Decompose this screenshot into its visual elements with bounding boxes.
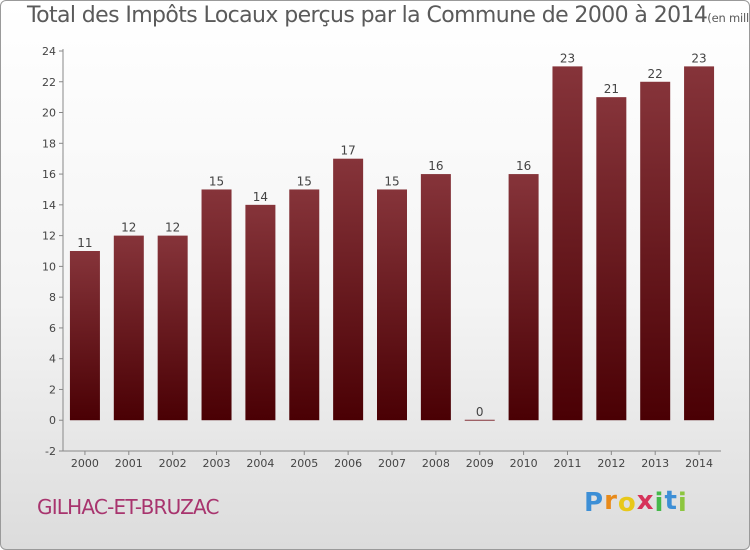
value-label: 12 xyxy=(121,221,136,235)
value-label: 15 xyxy=(384,174,399,188)
y-tick-label: 6 xyxy=(49,322,56,335)
chart-title: Total des Impôts Locaux perçus par la Co… xyxy=(27,3,749,28)
logo-letter: i xyxy=(654,488,665,518)
y-tick-label: 22 xyxy=(42,76,56,89)
y-tick-label: 20 xyxy=(42,107,56,120)
bar xyxy=(157,235,188,421)
logo-letter: i xyxy=(677,488,688,518)
y-tick-label: 0 xyxy=(49,414,56,427)
y-tick-label: 24 xyxy=(42,45,56,58)
x-tick-label: 2003 xyxy=(203,457,231,470)
value-label: 11 xyxy=(77,236,92,250)
x-tick-label: 2012 xyxy=(597,457,625,470)
value-label: 21 xyxy=(604,82,619,96)
y-tick-label: 18 xyxy=(42,137,56,150)
bar xyxy=(69,251,100,421)
x-tick-label: 2001 xyxy=(115,457,143,470)
value-label: 22 xyxy=(648,67,663,81)
bar xyxy=(684,66,715,421)
bar xyxy=(377,189,407,421)
x-tick-label: 2006 xyxy=(334,457,362,470)
value-label: 14 xyxy=(253,190,268,204)
bar xyxy=(552,66,583,421)
y-tick-label: 12 xyxy=(42,230,56,243)
x-tick-label: 2011 xyxy=(553,457,581,470)
y-tick-label: 16 xyxy=(42,168,56,181)
logo-letter: r xyxy=(604,486,618,516)
x-tick-label: 2000 xyxy=(71,457,99,470)
value-label: 12 xyxy=(165,221,180,235)
logo-letter: o xyxy=(617,488,637,518)
x-tick-label: 2002 xyxy=(159,457,187,470)
y-tick-label: 4 xyxy=(49,353,56,366)
chart-unit-text: (en milliers d'€) xyxy=(707,11,749,25)
value-label: 16 xyxy=(516,159,531,173)
bar xyxy=(640,81,671,421)
x-tick-label: 2005 xyxy=(290,457,318,470)
x-tick-label: 2014 xyxy=(685,457,713,470)
bar xyxy=(201,189,232,421)
value-label: 23 xyxy=(560,51,575,65)
logo-letter: P xyxy=(584,488,605,518)
value-label: 16 xyxy=(428,159,443,173)
bar xyxy=(245,204,276,421)
bar xyxy=(596,97,627,421)
logo-letter: t xyxy=(664,486,678,516)
x-tick-label: 2010 xyxy=(510,457,538,470)
bar xyxy=(289,189,320,421)
logo-letter: x xyxy=(636,486,655,516)
x-tick-label: 2004 xyxy=(246,457,274,470)
y-tick-label: 8 xyxy=(49,291,56,304)
value-label: 0 xyxy=(476,405,484,419)
bar xyxy=(333,158,364,421)
bar xyxy=(508,174,539,421)
x-tick-label: 2007 xyxy=(378,457,406,470)
proxiti-logo[interactable]: Proxiti xyxy=(584,486,688,518)
value-label: 17 xyxy=(340,144,355,158)
x-tick-label: 2008 xyxy=(422,457,450,470)
y-tick-label: 10 xyxy=(42,260,56,273)
bar xyxy=(113,235,144,421)
y-tick-label: 14 xyxy=(42,199,56,212)
value-label: 15 xyxy=(297,174,312,188)
y-tick-label: 2 xyxy=(49,383,56,396)
bar xyxy=(420,174,451,421)
chart-title-text: Total des Impôts Locaux perçus par la Co… xyxy=(27,3,708,28)
x-tick-label: 2009 xyxy=(466,457,494,470)
value-label: 15 xyxy=(209,174,224,188)
x-tick-label: 2013 xyxy=(641,457,669,470)
y-tick-label: -2 xyxy=(45,445,56,458)
value-label: 23 xyxy=(691,51,706,65)
commune-name: GILHAC-ET-BRUZAC xyxy=(37,495,220,519)
